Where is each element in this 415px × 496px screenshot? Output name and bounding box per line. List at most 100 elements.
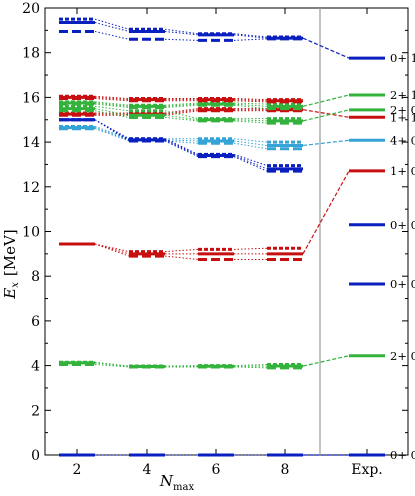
levels: 0+ 02+ 01+ 00+ 00+ 04+ 01+ 12+ 02+ 10+ 1 (59, 17, 415, 462)
x-tick-label: 8 (281, 462, 290, 478)
exp-state-label: 0+ 0 (390, 277, 415, 291)
level-connector (233, 102, 268, 105)
level-4: 0+ 0 (349, 218, 415, 232)
y-axis-subscript: x (10, 282, 21, 288)
exp-connector (302, 170, 350, 255)
level-connector (164, 255, 199, 260)
level-connector (94, 105, 130, 112)
y-ticks: 0 2 4 6 8 10 12 14 16 18 20 (22, 1, 408, 464)
level-connector (164, 28, 199, 35)
level-connector (233, 247, 268, 250)
plot-frame (44, 7, 409, 456)
level-connector (164, 140, 199, 144)
level-connector (233, 120, 268, 124)
level-connector (233, 142, 268, 150)
level-connector (164, 138, 199, 155)
level-connector (94, 119, 130, 141)
x-axis-subscript: max (173, 482, 194, 493)
level-connector (94, 102, 130, 107)
y-axis-unit: [MeV] (1, 229, 19, 276)
level-10 (59, 94, 303, 104)
level-connector (233, 153, 268, 167)
level-connector (94, 18, 130, 30)
x-axis-title-text: Nmax (159, 472, 195, 493)
level-connector (94, 96, 130, 101)
level-connector (94, 243, 130, 253)
y-tick-label: 18 (22, 46, 40, 62)
y-axis-title-text: Ex [MeV] (1, 229, 21, 299)
level-connector (94, 128, 130, 142)
level-connector (94, 108, 130, 116)
plot-border (44, 7, 409, 456)
y-axis-title: Ex [MeV] (1, 229, 21, 299)
x-tick-label: 2 (73, 462, 82, 478)
level-connector (94, 103, 130, 108)
y-tick-label: 10 (22, 225, 40, 241)
exp-connector (302, 109, 350, 122)
level-connector (94, 101, 130, 106)
level-connector (164, 38, 199, 41)
level-connector (94, 362, 130, 367)
level-0: 0+ 0 (59, 448, 415, 462)
level-connector (164, 139, 199, 142)
y-tick-label: 20 (22, 1, 40, 17)
level-connector (164, 140, 199, 158)
exp-state-label: 0+ 0 (390, 218, 415, 232)
level-connector (233, 103, 268, 107)
level-connector (94, 22, 130, 32)
level-connector (94, 125, 130, 140)
level-2: 1+ 0 (59, 164, 415, 261)
x-tick-label: Exp. (351, 462, 383, 478)
level-6 (59, 118, 303, 173)
y-tick-label: 4 (31, 359, 40, 375)
y-tick-label: 2 (31, 403, 40, 419)
exp-state-label: 2+ 0 (390, 349, 415, 363)
level-connector (233, 119, 268, 122)
exp-state-label: 1+ 1 (390, 110, 415, 124)
exp-connector (302, 37, 350, 59)
level-connector (94, 127, 130, 141)
exp-state-label: 1+ 0 (390, 164, 415, 178)
level-connector (233, 155, 268, 170)
level-9: 2+ 1 (59, 88, 415, 111)
level-connector (94, 98, 130, 102)
level-5: 4+ 0 (59, 124, 415, 151)
level-connector (164, 139, 199, 156)
level-connector (233, 363, 268, 367)
level-connector (94, 119, 130, 142)
exp-connector (302, 109, 350, 118)
level-connector (94, 243, 130, 257)
level-connector (233, 366, 268, 369)
y-tick-label: 14 (22, 135, 40, 151)
x-tick-label: 4 (143, 462, 152, 478)
y-tick-label: 16 (22, 90, 40, 106)
exp-state-label: 4+ 0 (390, 133, 415, 147)
level-connector (94, 95, 130, 100)
level-connector (94, 30, 130, 40)
level-connector (94, 363, 130, 368)
y-tick-label: 12 (22, 180, 40, 196)
exp-state-label: 0+ 0 (390, 448, 415, 462)
level-3: 0+ 0 (349, 277, 415, 291)
y-tick-label: 8 (31, 269, 40, 285)
level-connector (94, 243, 130, 255)
y-tick-label: 0 (31, 448, 40, 464)
x-axis-symbol: N (159, 472, 174, 490)
level-connector (164, 110, 199, 120)
y-tick-label: 6 (31, 314, 40, 330)
level-11: 0+ 1 (59, 17, 415, 65)
x-axis-title: Nmax (159, 472, 195, 493)
exp-state-label: 0+ 1 (390, 51, 415, 65)
exp-connector (302, 139, 350, 147)
exp-state-label: 2+ 0 (390, 103, 415, 117)
x-ticks: 2 4 6 8 Exp. (73, 8, 383, 478)
y-axis-symbol: E (1, 288, 19, 300)
exp-connector (302, 355, 350, 367)
exp-connector (302, 94, 350, 107)
x-tick-label: 6 (212, 462, 221, 478)
level-connector (94, 110, 130, 119)
level-connector (164, 248, 199, 253)
level-connector (94, 119, 130, 140)
level-connector (233, 38, 268, 41)
